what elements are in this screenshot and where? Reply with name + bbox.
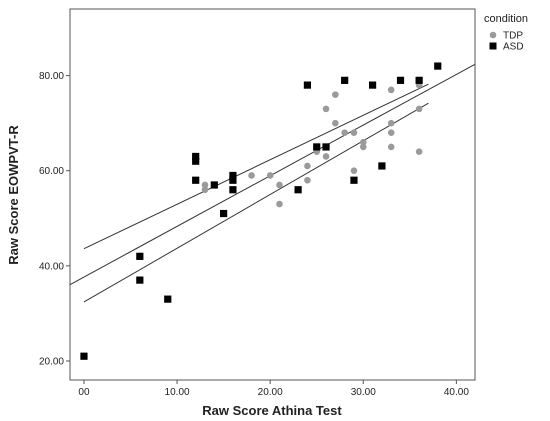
legend: condition TDP ASD bbox=[484, 13, 528, 53]
fit-line-ci-lower bbox=[83, 102, 429, 303]
point-asd bbox=[164, 295, 172, 303]
point-asd bbox=[192, 152, 200, 161]
y-tick-label: 20.00 bbox=[39, 356, 64, 367]
point-tdp bbox=[387, 119, 395, 127]
data-points bbox=[80, 62, 442, 360]
point-asd bbox=[350, 176, 358, 184]
point-asd bbox=[136, 276, 144, 284]
point-tdp bbox=[341, 129, 348, 136]
y-tick-label: 60.00 bbox=[39, 166, 64, 177]
point-asd bbox=[396, 76, 405, 84]
point-asd bbox=[80, 352, 88, 360]
point-tdp bbox=[201, 186, 209, 194]
point-asd bbox=[229, 171, 237, 180]
point-tdp bbox=[387, 86, 395, 94]
x-tick-label: 00 bbox=[78, 387, 90, 398]
point-tdp bbox=[415, 105, 423, 113]
legend-label-tdp: TDP bbox=[503, 31, 523, 42]
y-axis-title: Raw Score EOWPVT-R bbox=[6, 125, 21, 265]
point-asd bbox=[341, 76, 349, 84]
point-asd bbox=[220, 209, 228, 218]
point-tdp bbox=[332, 119, 339, 127]
point-tdp bbox=[387, 143, 395, 151]
point-tdp bbox=[350, 167, 358, 175]
point-tdp bbox=[276, 181, 283, 189]
x-tick-label: 10.00 bbox=[165, 387, 190, 398]
point-tdp bbox=[304, 176, 311, 184]
y-tick-label: 80.00 bbox=[39, 71, 64, 82]
fit-line-ci-upper bbox=[83, 83, 429, 250]
point-tdp bbox=[359, 138, 367, 146]
point-asd bbox=[192, 157, 200, 165]
point-asd bbox=[378, 162, 386, 170]
axis-ticks: 00 10.00 20.00 30.00 40.00 20.00 40.00 60.00 80.… bbox=[39, 71, 469, 398]
point-tdp bbox=[387, 129, 395, 136]
point-asd bbox=[192, 176, 200, 184]
point-asd bbox=[434, 62, 442, 70]
point-tdp bbox=[201, 181, 209, 189]
legend-marker-tdp bbox=[489, 31, 497, 39]
point-asd bbox=[322, 143, 330, 151]
legend-label-asd: ASD bbox=[503, 42, 524, 53]
point-asd bbox=[313, 143, 321, 151]
legend-marker-asd bbox=[489, 42, 497, 50]
point-tdp bbox=[248, 172, 255, 179]
x-tick-label: 40.00 bbox=[444, 387, 469, 398]
point-tdp bbox=[322, 105, 330, 113]
point-tdp bbox=[332, 91, 339, 98]
point-asd bbox=[229, 186, 237, 194]
point-tdp bbox=[350, 129, 358, 136]
legend-title: condition bbox=[484, 13, 528, 25]
point-tdp bbox=[415, 148, 423, 155]
point-tdp bbox=[276, 200, 283, 208]
point-tdp bbox=[322, 153, 330, 160]
point-asd bbox=[210, 181, 218, 189]
point-asd bbox=[294, 186, 302, 194]
x-tick-label: 30.00 bbox=[351, 387, 376, 398]
point-tdp bbox=[266, 172, 274, 179]
point-asd bbox=[368, 81, 377, 89]
point-asd bbox=[229, 176, 237, 184]
point-asd bbox=[415, 76, 423, 84]
plot-frame bbox=[69, 8, 476, 381]
x-axis-title: Raw Score Athina Test bbox=[202, 403, 342, 418]
x-tick-label: 20.00 bbox=[258, 387, 283, 398]
point-tdp bbox=[304, 162, 311, 170]
point-asd bbox=[136, 252, 144, 260]
point-asd bbox=[303, 81, 312, 89]
y-tick-label: 40.00 bbox=[39, 261, 64, 272]
point-tdp bbox=[359, 143, 367, 151]
